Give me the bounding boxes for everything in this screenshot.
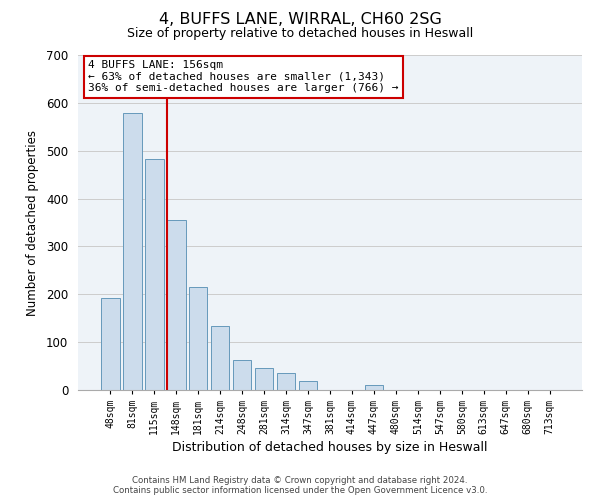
Bar xyxy=(167,220,185,390)
Bar xyxy=(123,114,142,390)
Bar xyxy=(255,368,274,390)
Bar xyxy=(233,360,251,390)
Text: Contains HM Land Registry data © Crown copyright and database right 2024.
Contai: Contains HM Land Registry data © Crown c… xyxy=(113,476,487,495)
Bar xyxy=(189,287,208,390)
Text: 4, BUFFS LANE, WIRRAL, CH60 2SG: 4, BUFFS LANE, WIRRAL, CH60 2SG xyxy=(158,12,442,28)
Bar xyxy=(277,373,295,390)
Text: 4 BUFFS LANE: 156sqm
← 63% of detached houses are smaller (1,343)
36% of semi-de: 4 BUFFS LANE: 156sqm ← 63% of detached h… xyxy=(88,60,398,93)
Bar xyxy=(101,298,119,390)
Bar xyxy=(299,382,317,390)
Bar xyxy=(145,159,164,390)
Text: Size of property relative to detached houses in Heswall: Size of property relative to detached ho… xyxy=(127,28,473,40)
Bar xyxy=(211,326,229,390)
Y-axis label: Number of detached properties: Number of detached properties xyxy=(26,130,39,316)
X-axis label: Distribution of detached houses by size in Heswall: Distribution of detached houses by size … xyxy=(172,441,488,454)
Bar xyxy=(365,385,383,390)
